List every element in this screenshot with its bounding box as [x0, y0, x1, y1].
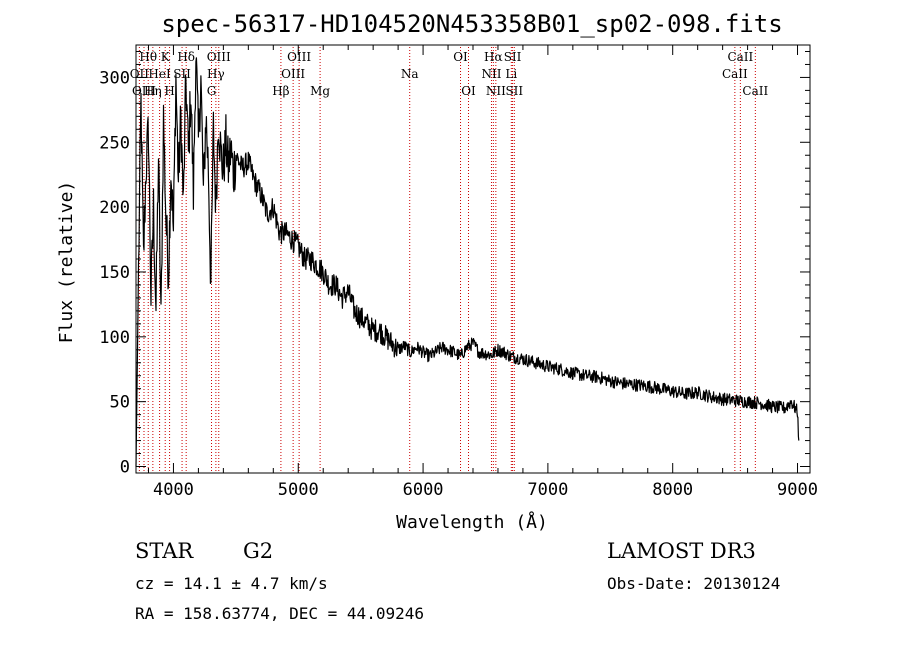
- x-tick-label: 7000: [527, 480, 568, 500]
- spectral-line-label: Hβ: [272, 84, 289, 98]
- y-tick-label: 300: [99, 68, 130, 88]
- spectral-line-label: G: [207, 84, 217, 98]
- obs-date: Obs-Date: 20130124: [607, 574, 780, 593]
- coordinates: RA = 158.63774, DEC = 44.09246: [135, 604, 424, 623]
- spectral-line-label: NII: [486, 84, 506, 98]
- spectral-line-label: SII: [505, 84, 523, 98]
- spectral-line-label: CaII: [722, 67, 748, 81]
- x-tick-label: 9000: [777, 480, 818, 500]
- spectral-line-label: OII: [130, 67, 150, 81]
- y-tick-label: 50: [110, 393, 130, 413]
- subclass: G2: [243, 539, 273, 563]
- spectral-line-label: Hδ: [177, 50, 195, 64]
- spectral-line-markers: [138, 47, 756, 472]
- y-tick-label: 150: [99, 263, 130, 283]
- x-tick-label: 8000: [652, 480, 693, 500]
- y-tick-label: 100: [99, 328, 130, 348]
- spectral-line-label: CaII: [742, 84, 768, 98]
- spectral-line-labels: Hθ OII OIII K HeI Hη Hδ SII H OIII Hγ G OIII OIII Hβ Mg…: [130, 50, 769, 98]
- spectral-line-label: CaII: [727, 50, 753, 64]
- y-axis-ticks: 0 50 100 150 200 250 300: [99, 50, 810, 478]
- spectral-line-label: HeI: [148, 67, 171, 81]
- spectral-line-label: H: [164, 84, 174, 98]
- spectral-line-label: Na: [401, 67, 419, 81]
- spectral-line-label: Hγ: [207, 67, 225, 81]
- y-axis-label: Flux (relative): [56, 181, 77, 344]
- redshift-text: cz = 14.1 ± 4.7 km/s: [135, 574, 328, 593]
- x-axis-label: Wavelength (Å): [396, 511, 548, 533]
- x-tick-label: 4000: [153, 480, 194, 500]
- spectral-line-label: Hη: [144, 84, 162, 98]
- object-class: STAR: [135, 539, 194, 563]
- spectral-line-label: OIII: [287, 50, 311, 64]
- x-axis-ticks: 4000 5000 6000 7000 8000 9000: [147, 45, 818, 500]
- spectral-line-label: Li: [505, 67, 517, 81]
- survey-name: LAMOST DR3: [607, 539, 756, 563]
- plot-frame: [135, 44, 811, 474]
- x-tick-label: 5000: [278, 480, 319, 500]
- spectral-line-label: OIII: [132, 84, 156, 98]
- spectral-line-label: OIII: [281, 67, 305, 81]
- y-tick-label: 250: [99, 133, 130, 153]
- spectral-line-label: SII: [173, 67, 191, 81]
- spectral-line-label: NII: [481, 67, 501, 81]
- spectral-line-label: Hα: [484, 50, 503, 64]
- spectral-line-label: K: [161, 50, 171, 64]
- spectral-line-label: Mg: [310, 84, 330, 98]
- spectrum-line: [135, 57, 800, 467]
- spectral-line-label: OIII: [207, 50, 231, 64]
- spectral-line-label: SII: [504, 50, 522, 64]
- chart-title: spec-56317-HD104520N453358B01_sp02-098.f…: [161, 10, 782, 38]
- x-tick-label: 6000: [403, 480, 444, 500]
- spectral-line-label: OI: [453, 50, 468, 64]
- spectral-line-label: OI: [461, 84, 476, 98]
- spectral-line-label: Hθ: [139, 50, 157, 64]
- y-tick-label: 0: [120, 458, 130, 478]
- y-tick-label: 200: [99, 198, 130, 218]
